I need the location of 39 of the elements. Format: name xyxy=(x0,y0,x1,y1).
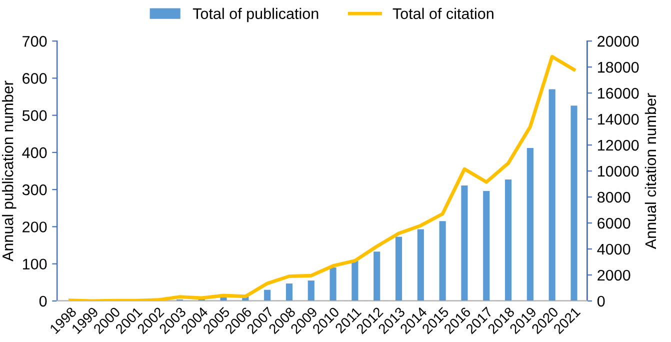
bar xyxy=(286,284,293,301)
y-tick-label: 100 xyxy=(22,258,47,270)
y2-tick-label: 16000 xyxy=(598,88,639,99)
y2-tick-label: 2000 xyxy=(598,270,630,281)
y-axis-title: Annual publication number xyxy=(2,80,16,262)
y2-tick-label: 0 xyxy=(597,296,605,307)
bar xyxy=(308,280,314,301)
bar xyxy=(439,221,446,301)
y2-tick-label: 18000 xyxy=(598,62,639,73)
bar xyxy=(461,185,468,301)
legend-label: Total of publication xyxy=(192,8,318,22)
y-tick-label: 700 xyxy=(22,36,47,47)
y2-tick-label: 20000 xyxy=(598,36,639,47)
y-tick-label: 600 xyxy=(22,73,47,84)
y2-tick-label: 12000 xyxy=(598,140,639,151)
y2-tick-label: 14000 xyxy=(598,114,639,125)
bar xyxy=(548,89,556,301)
bar xyxy=(352,260,358,301)
bar xyxy=(526,148,534,301)
bar xyxy=(395,236,402,301)
bar xyxy=(483,191,490,301)
y2-tick-label: 10000 xyxy=(598,166,639,177)
y2-tick-label: 4000 xyxy=(597,244,630,255)
bar xyxy=(330,268,336,301)
y2-tick-label: 8000 xyxy=(598,192,630,203)
y-tick-label: 400 xyxy=(22,147,47,158)
bar xyxy=(570,106,578,301)
line-series xyxy=(68,54,576,301)
y-tick-label: 300 xyxy=(22,184,47,196)
legend-label: Total of citation xyxy=(392,8,494,20)
y2-tick-label: 6000 xyxy=(598,218,630,229)
y-tick-label: 200 xyxy=(22,222,47,232)
y2-axis-title: Annual citation number xyxy=(644,93,656,250)
bar xyxy=(417,229,424,301)
bar xyxy=(374,252,380,301)
bar xyxy=(504,180,512,301)
bar xyxy=(264,290,271,301)
y-tick-label: 500 xyxy=(22,110,47,121)
y-tick-label: 0 xyxy=(39,296,47,307)
